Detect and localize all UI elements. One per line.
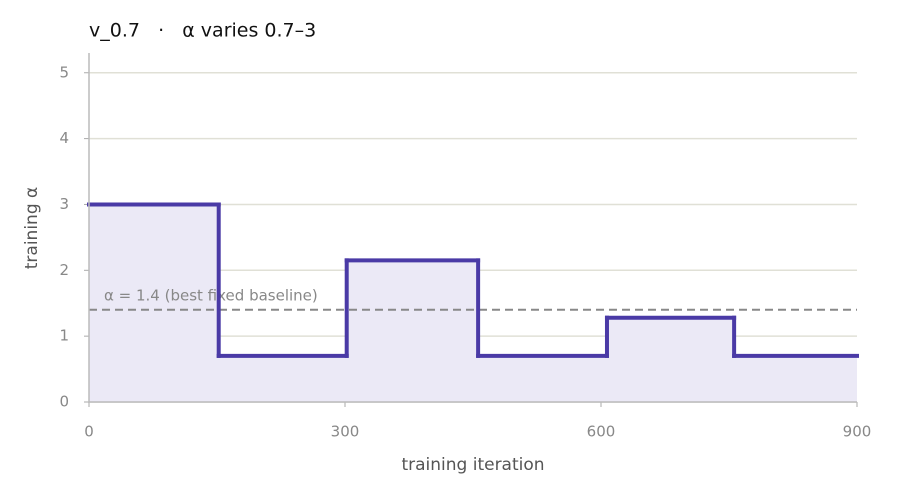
x-axis-label: training iteration: [401, 455, 544, 475]
y-tick-label: 2: [59, 261, 69, 279]
x-tick-label: 900: [843, 423, 872, 441]
y-tick-label: 4: [59, 129, 69, 147]
y-tick-label: 0: [59, 393, 69, 411]
x-tick-label: 600: [587, 423, 616, 441]
y-tick-label: 5: [59, 63, 69, 81]
y-axis-label: training α: [22, 187, 42, 269]
reference-label: α = 1.4 (best fixed baseline): [104, 286, 318, 304]
x-tick-label: 0: [84, 423, 94, 441]
y-tick-label: 1: [59, 327, 69, 345]
chart-title: v_0.7 · α varies 0.7–3: [89, 20, 316, 42]
x-tick-label: 300: [331, 423, 360, 441]
y-tick-label: 3: [59, 195, 69, 213]
area-fill: [89, 204, 857, 402]
